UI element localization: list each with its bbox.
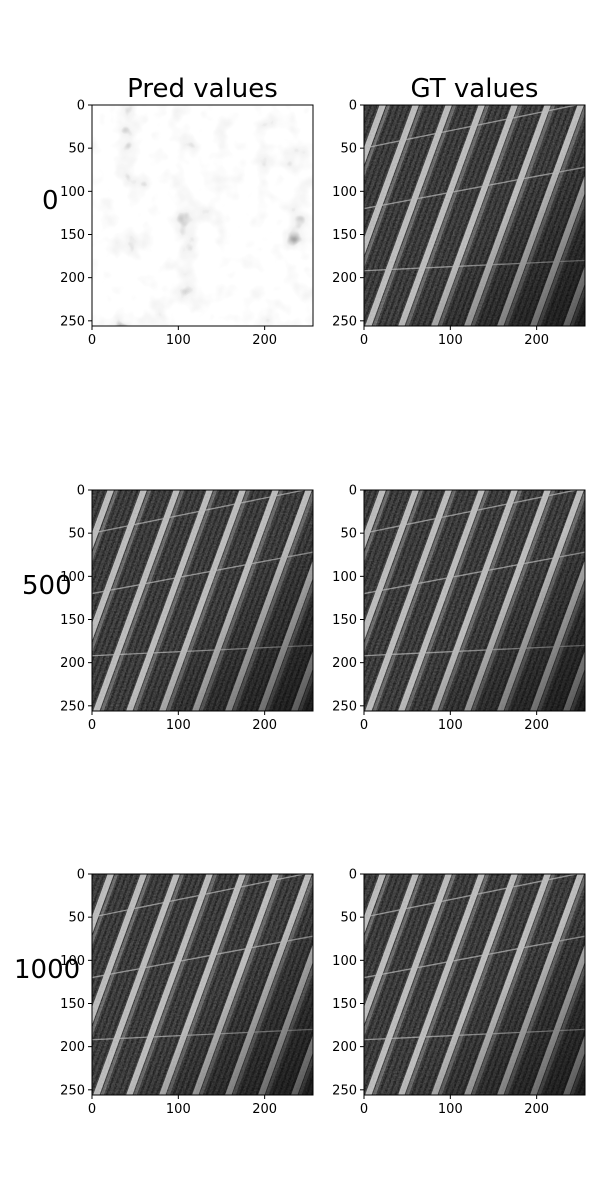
y-tick-label: 100 [332,954,357,969]
axes-frame [91,489,314,712]
x-tick-label: 100 [438,1102,463,1117]
x-tick-label: 100 [166,1102,191,1117]
x-tick-label: 0 [88,333,96,348]
stripe-image [364,105,585,326]
column-title: GT values [411,74,539,104]
x-tick-label: 200 [524,333,549,348]
y-tick-label: 0 [349,99,357,114]
image-panel: 0 100 200 0 50 100 150 200 250 [332,99,586,348]
row-label: 0 [42,186,59,216]
y-tick-label: 200 [60,1040,85,1055]
x-tick-label: 0 [88,718,96,733]
x-tick-label: 0 [360,1102,368,1117]
axes-frame [91,873,314,1096]
axes-frame [363,489,586,712]
row-label: 500 [22,571,72,601]
y-tick-label: 50 [340,911,357,926]
image-panel: 0 100 200 0 50 100 150 200 250 [60,99,314,348]
y-tick-label: 200 [332,1040,357,1055]
y-tick-label: 0 [77,484,85,499]
y-tick-label: 200 [332,271,357,286]
stripe-image [92,874,313,1095]
noise-image [92,105,313,326]
y-tick-label: 150 [332,997,357,1012]
x-tick-label: 100 [438,718,463,733]
y-tick-label: 100 [332,185,357,200]
y-tick-label: 200 [332,656,357,671]
image-panel: 0 100 200 0 50 100 150 200 250 [60,868,314,1117]
y-tick-label: 150 [60,228,85,243]
y-tick-label: 100 [60,954,85,969]
y-tick-label: 150 [332,228,357,243]
row-label: 1000 [14,955,80,985]
image-panel: 0 100 200 0 50 100 150 200 250 [332,868,586,1117]
axes-frame [363,104,586,327]
x-tick-label: 100 [166,718,191,733]
y-tick-label: 150 [60,997,85,1012]
y-tick-label: 50 [68,911,85,926]
y-tick-label: 100 [60,570,85,585]
y-tick-label: 50 [68,142,85,157]
stripe-image [364,490,585,711]
y-tick-label: 250 [332,1083,357,1098]
y-tick-label: 0 [349,868,357,883]
y-tick-label: 150 [60,613,85,628]
axes-frame [363,873,586,1096]
image-panel: 0 100 200 0 50 100 150 200 250 [332,484,586,733]
y-tick-label: 50 [340,527,357,542]
image-panel: 0 100 200 0 50 100 150 200 250 [60,484,314,733]
y-tick-label: 200 [60,656,85,671]
y-tick-label: 0 [77,99,85,114]
x-tick-label: 0 [360,718,368,733]
x-tick-label: 0 [360,333,368,348]
y-tick-label: 0 [77,868,85,883]
y-tick-label: 50 [68,527,85,542]
y-tick-label: 200 [60,271,85,286]
x-tick-label: 200 [252,1102,277,1117]
x-tick-label: 100 [166,333,191,348]
x-tick-label: 200 [524,1102,549,1117]
y-tick-label: 250 [60,699,85,714]
x-tick-label: 0 [88,1102,96,1117]
y-tick-label: 0 [349,484,357,499]
y-tick-label: 250 [332,314,357,329]
stripe-image [92,490,313,711]
x-tick-label: 200 [252,333,277,348]
y-tick-label: 250 [60,1083,85,1098]
y-tick-label: 150 [332,613,357,628]
y-tick-label: 50 [340,142,357,157]
stripe-image [364,874,585,1095]
y-tick-label: 250 [60,314,85,329]
y-tick-label: 100 [60,185,85,200]
column-title: Pred values [127,74,278,104]
x-tick-label: 100 [438,333,463,348]
y-tick-label: 250 [332,699,357,714]
axes-frame [91,104,314,327]
x-tick-label: 200 [524,718,549,733]
x-tick-label: 200 [252,718,277,733]
y-tick-label: 100 [332,570,357,585]
